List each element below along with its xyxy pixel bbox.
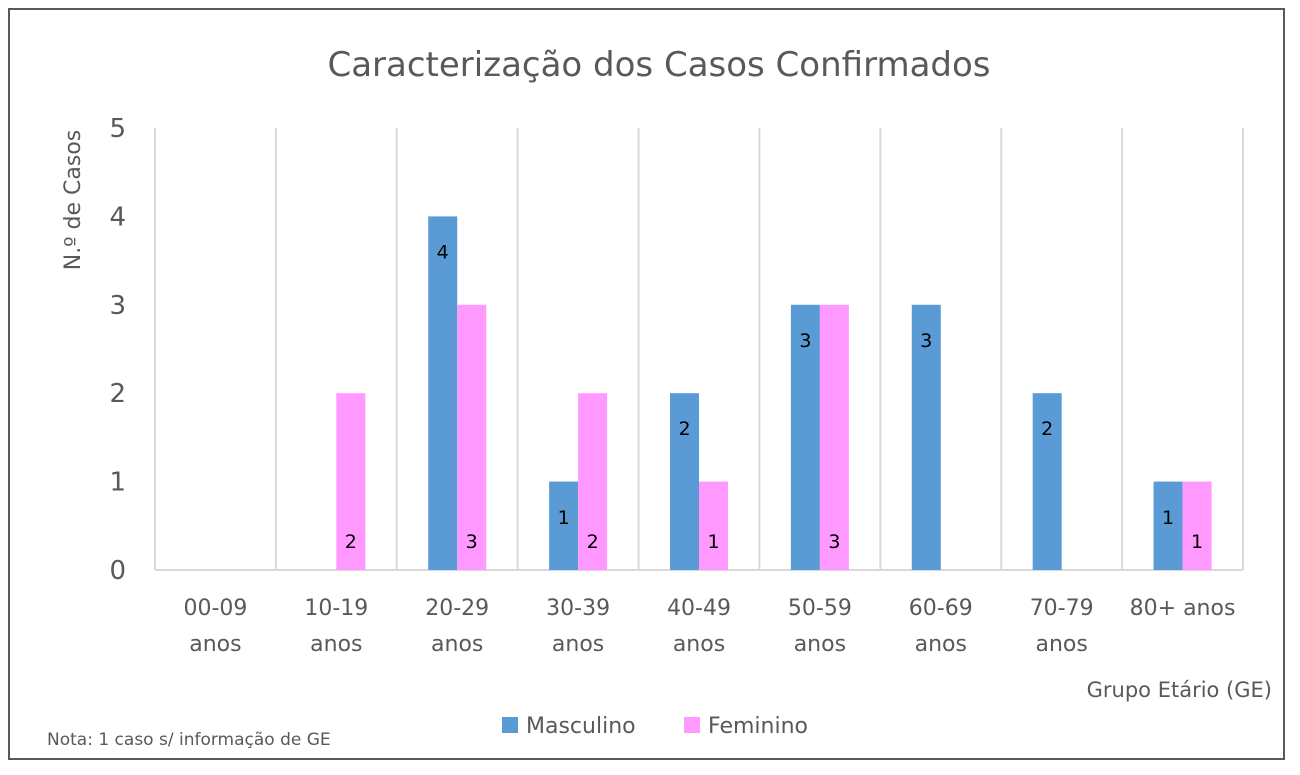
data-label: 3 [799,330,811,352]
y-tick-label: 3 [109,291,126,321]
x-tick-label: 50-59 [788,596,852,621]
bar-masculino [1153,481,1183,570]
x-tick-label: 10-19 [304,596,368,621]
data-label: 1 [707,531,719,553]
bar-masculino [1032,393,1062,570]
data-label: 1 [1191,531,1203,553]
x-tick-label: anos [1035,632,1087,657]
chart-frame [8,8,1285,760]
bar-feminino [819,304,849,570]
data-label: 2 [678,418,690,440]
x-tick-label: anos [189,632,241,657]
x-tick-label: anos [431,632,483,657]
y-tick-label: 2 [109,379,126,409]
legend-swatch-masculino [502,717,518,733]
y-tick-label: 0 [109,556,126,586]
x-tick-label: anos [915,632,967,657]
data-label: 3 [466,531,478,553]
x-tick-label: anos [310,632,362,657]
y-axis-label: N.º de Casos [61,130,86,271]
x-axis-label: Grupo Etário (GE) [1087,678,1272,702]
chart-title: Caracterização dos Casos Confirmados [327,45,990,85]
bar-feminino [578,393,608,570]
bar-feminino [1182,481,1212,570]
bar-masculino [790,304,820,570]
x-tick-label: 40-49 [667,596,731,621]
data-label: 4 [437,241,449,263]
x-tick-label: 60-69 [909,596,973,621]
legend-swatch-feminino [684,717,700,733]
x-tick-label: anos [673,632,725,657]
bar-masculino [549,481,579,570]
y-tick-label: 5 [109,114,126,144]
y-tick-label: 4 [109,202,126,232]
y-tick-label: 1 [109,468,126,498]
bar-masculino [670,393,699,570]
x-tick-label: 30-39 [546,596,610,621]
x-tick-label: 80+ anos [1130,596,1236,621]
legend-label-feminino: Feminino [708,714,808,739]
x-tick-label: 00-09 [183,596,247,621]
x-tick-label: anos [794,632,846,657]
bar-feminino [457,304,487,570]
data-label: 1 [1162,507,1174,529]
data-label: 3 [920,330,932,352]
x-tick-label: 20-29 [425,596,489,621]
bar-masculino [911,304,941,570]
x-tick-label: anos [552,632,604,657]
legend-label-masculino: Masculino [526,714,636,739]
data-label: 2 [587,531,599,553]
data-label: 2 [1041,418,1053,440]
data-label: 2 [345,531,357,553]
bar-feminino [336,393,366,570]
footnote: Nota: 1 caso s/ informação de GE [47,730,331,750]
data-label: 3 [828,531,840,553]
bar-feminino [699,481,728,570]
x-tick-label: 70-79 [1030,596,1094,621]
data-label: 1 [558,507,570,529]
bar-masculino [428,216,458,570]
